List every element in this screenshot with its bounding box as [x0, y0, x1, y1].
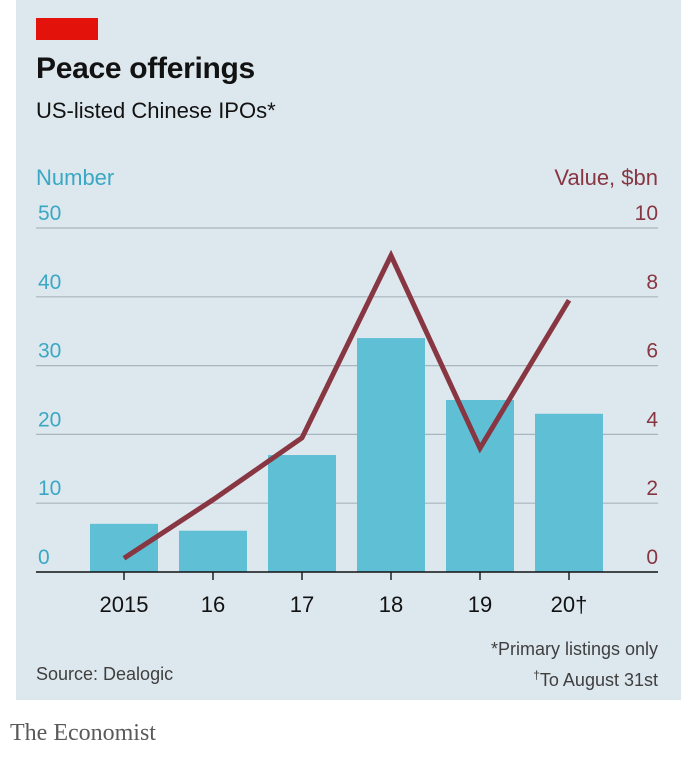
- left-tick-label: 50: [38, 202, 61, 225]
- bar: [535, 413, 603, 572]
- bar: [357, 338, 425, 572]
- chart-panel: [16, 0, 681, 700]
- source-note: Source: Dealogic: [36, 664, 174, 684]
- left-axis-label: Number: [36, 165, 115, 190]
- dagger-mark: †: [533, 668, 540, 682]
- bar-series: [90, 338, 603, 572]
- footnote-dagger: †To August 31st: [491, 662, 658, 693]
- footnote-dagger-text: To August 31st: [539, 670, 658, 690]
- right-tick-label: 2: [646, 477, 658, 500]
- right-tick-label: 0: [646, 546, 658, 569]
- x-tick-label: 16: [201, 592, 225, 617]
- brand-red-tag: [36, 18, 98, 40]
- bar: [90, 523, 158, 572]
- right-tick-label: 8: [646, 271, 658, 294]
- x-tick-label: 19: [468, 592, 492, 617]
- right-tick-label: 4: [646, 408, 658, 431]
- right-tick-label: 10: [635, 202, 658, 225]
- chart-subtitle: US-listed Chinese IPOs*: [36, 98, 276, 123]
- right-tick-label: 6: [646, 340, 658, 363]
- right-axis-label: Value, $bn: [554, 165, 658, 190]
- brand-logo-text: The Economist: [10, 720, 156, 746]
- x-tick-label: 17: [290, 592, 314, 617]
- left-tick-label: 30: [38, 340, 61, 363]
- bar: [446, 400, 514, 572]
- left-tick-label: 20: [38, 408, 61, 431]
- left-tick-label: 0: [38, 546, 50, 569]
- left-tick-label: 10: [38, 477, 61, 500]
- value-line: [122, 249, 572, 561]
- x-tick-label: 2015: [100, 592, 149, 617]
- x-tick-label: 18: [379, 592, 403, 617]
- chart-title: Peace offerings: [36, 52, 255, 85]
- left-tick-label: 40: [38, 271, 61, 294]
- bar: [179, 530, 247, 572]
- x-tick-label: 20†: [551, 592, 588, 617]
- tick-labels: 0 0 10 2 20 4 30 6 40 8 50 10 2015 16 17 18 19 20†: [38, 202, 658, 617]
- bar: [268, 455, 336, 572]
- footnotes: *Primary listings only †To August 31st: [491, 636, 658, 693]
- line-series: [122, 249, 572, 561]
- footnote-primary: *Primary listings only: [490, 639, 658, 659]
